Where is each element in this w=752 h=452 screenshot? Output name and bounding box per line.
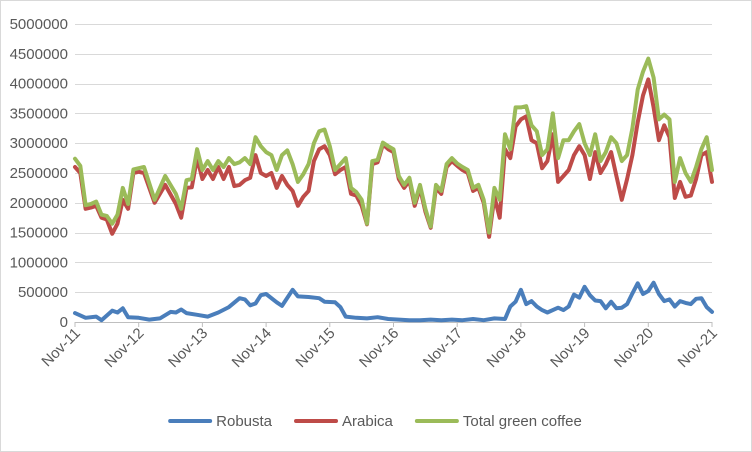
y-tick-label: 500000 <box>18 284 68 301</box>
x-tick-label: Nov-11 <box>38 325 83 370</box>
y-tick-label: 5000000 <box>10 16 68 33</box>
x-tick-label: Nov-19 <box>547 325 593 371</box>
y-tick-labels: 0 500000 1000000 1500000 2000000 2500000 30000… <box>10 16 68 331</box>
x-tick-labels: Nov-11 Nov-12 Nov-13 Nov-14 Nov-15 Nov-16 Nov-… <box>38 325 720 371</box>
series-lines <box>73 56 714 323</box>
x-tick-label: Nov-21 <box>675 325 721 371</box>
y-tick-label: 4000000 <box>10 76 68 93</box>
x-tick-label: Nov-16 <box>356 325 402 371</box>
legend: Robusta Arabica Total green coffee <box>168 413 582 430</box>
legend-item: Robusta <box>168 413 273 430</box>
gridlines <box>75 24 712 293</box>
y-tick-label: 4500000 <box>10 46 68 63</box>
legend-item: Arabica <box>294 413 394 430</box>
legend-label: Arabica <box>342 413 394 430</box>
y-tick-label: 0 <box>60 314 68 331</box>
series-line <box>73 56 714 235</box>
y-tick-label: 3500000 <box>10 105 68 122</box>
legend-label: Robusta <box>216 413 273 430</box>
series-line <box>73 280 714 323</box>
x-axis <box>74 322 713 327</box>
legend-item: Total green coffee <box>414 413 582 430</box>
y-tick-label: 1500000 <box>10 225 68 242</box>
y-tick-label: 1000000 <box>10 254 68 271</box>
x-tick-label: Nov-20 <box>611 325 657 371</box>
x-tick-label: Nov-13 <box>165 325 211 371</box>
y-tick-label: 2000000 <box>10 195 68 212</box>
x-tick-label: Nov-17 <box>420 325 466 371</box>
legend-label: Total green coffee <box>463 413 582 430</box>
y-tick-label: 3000000 <box>10 135 68 152</box>
x-tick-label: Nov-12 <box>101 325 147 371</box>
x-tick-label: Nov-18 <box>484 325 530 371</box>
y-tick-label: 2500000 <box>10 165 68 182</box>
x-tick-label: Nov-14 <box>229 325 275 371</box>
x-tick-label: Nov-15 <box>292 325 338 371</box>
